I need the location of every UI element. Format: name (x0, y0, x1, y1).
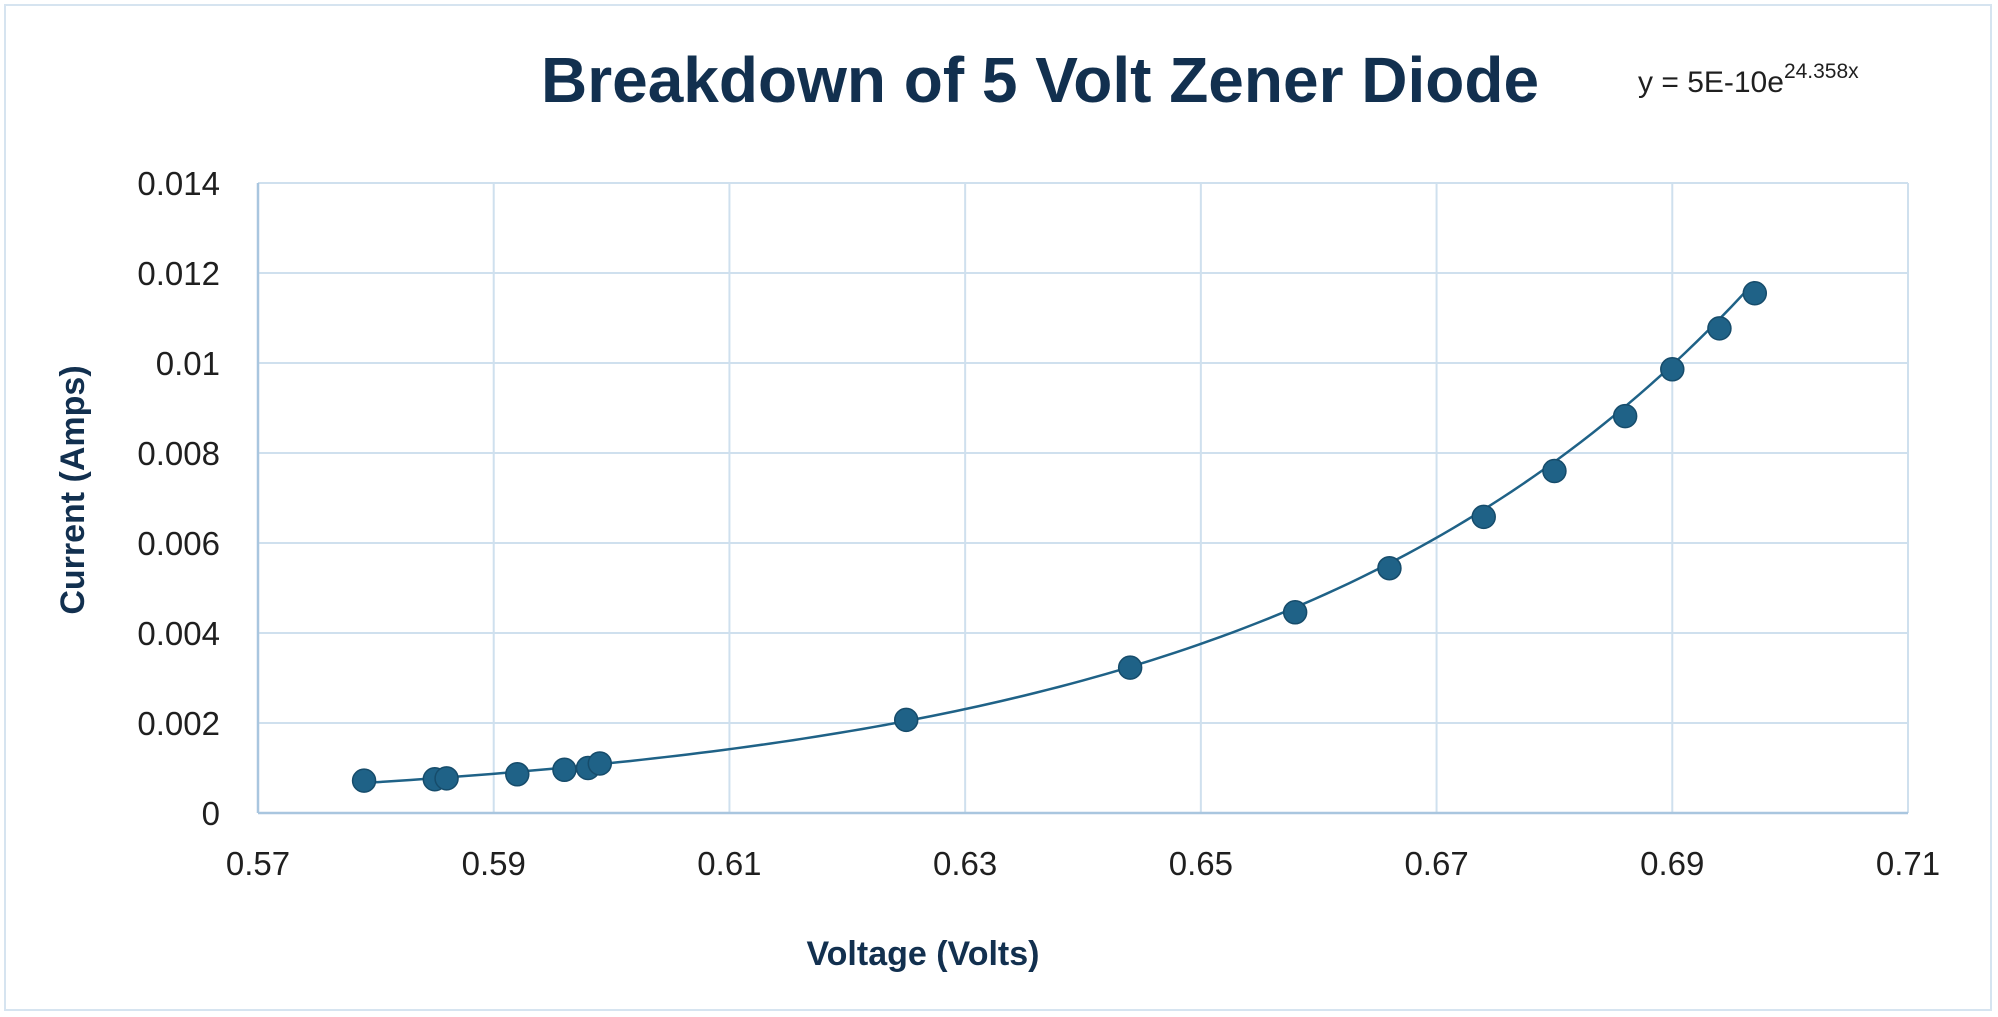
trendline-equation-exponent: 24.358x (1784, 60, 1859, 83)
data-point (1542, 458, 1567, 484)
x-tick-label: 0.61 (697, 845, 761, 882)
points-layer (351, 281, 1768, 793)
x-tick-label: 0.63 (933, 845, 997, 882)
trendline-curve (363, 280, 1756, 785)
data-point (1612, 403, 1638, 429)
trendline-equation: y = 5E-10e24.358x (1638, 60, 1859, 99)
y-tick-label: 0.01 (156, 345, 220, 382)
data-point (1117, 655, 1143, 680)
data-point (587, 751, 613, 776)
y-tick-label: 0 (202, 795, 220, 832)
data-point (434, 766, 459, 791)
x-tick-label: 0.57 (226, 845, 290, 882)
grid-layer (257, 182, 1909, 814)
data-point (1707, 316, 1732, 341)
y-tick-label: 0.008 (137, 435, 220, 472)
y-axis-title: Current (Amps) (54, 365, 92, 614)
data-point (1742, 281, 1768, 306)
data-point (893, 707, 919, 733)
chart-frame (4, 4, 1992, 1011)
data-point (505, 762, 530, 787)
x-tick-label: 0.67 (1404, 845, 1468, 882)
data-point (351, 768, 377, 793)
trendline-layer (363, 280, 1756, 785)
data-point (1471, 504, 1496, 530)
y-tick-label: 0.004 (137, 615, 220, 652)
x-tick-label: 0.59 (462, 845, 526, 882)
axis-layer (256, 183, 1908, 815)
chart-title: Breakdown of 5 Volt Zener Diode (541, 44, 1539, 116)
y-tick-label: 0.002 (137, 705, 220, 742)
data-point (1377, 555, 1402, 581)
x-axis-title: Voltage (Volts) (807, 935, 1040, 973)
y-tick-label: 0.014 (137, 165, 220, 202)
data-point (1282, 600, 1308, 625)
x-tick-label: 0.71 (1876, 845, 1940, 882)
data-point (552, 757, 577, 783)
y-tick-label: 0.006 (137, 525, 220, 562)
y-tick-label: 0.012 (137, 255, 220, 292)
x-tick-label: 0.69 (1640, 845, 1704, 882)
trendline-equation-base: y = 5E-10e (1638, 66, 1784, 99)
label-layer: 0.57 0.59 0.61 0.63 0.65 0.67 0.69 0.71 0 0.002 0.… (137, 165, 1940, 882)
data-point (1660, 357, 1685, 382)
x-tick-label: 0.65 (1169, 845, 1233, 882)
